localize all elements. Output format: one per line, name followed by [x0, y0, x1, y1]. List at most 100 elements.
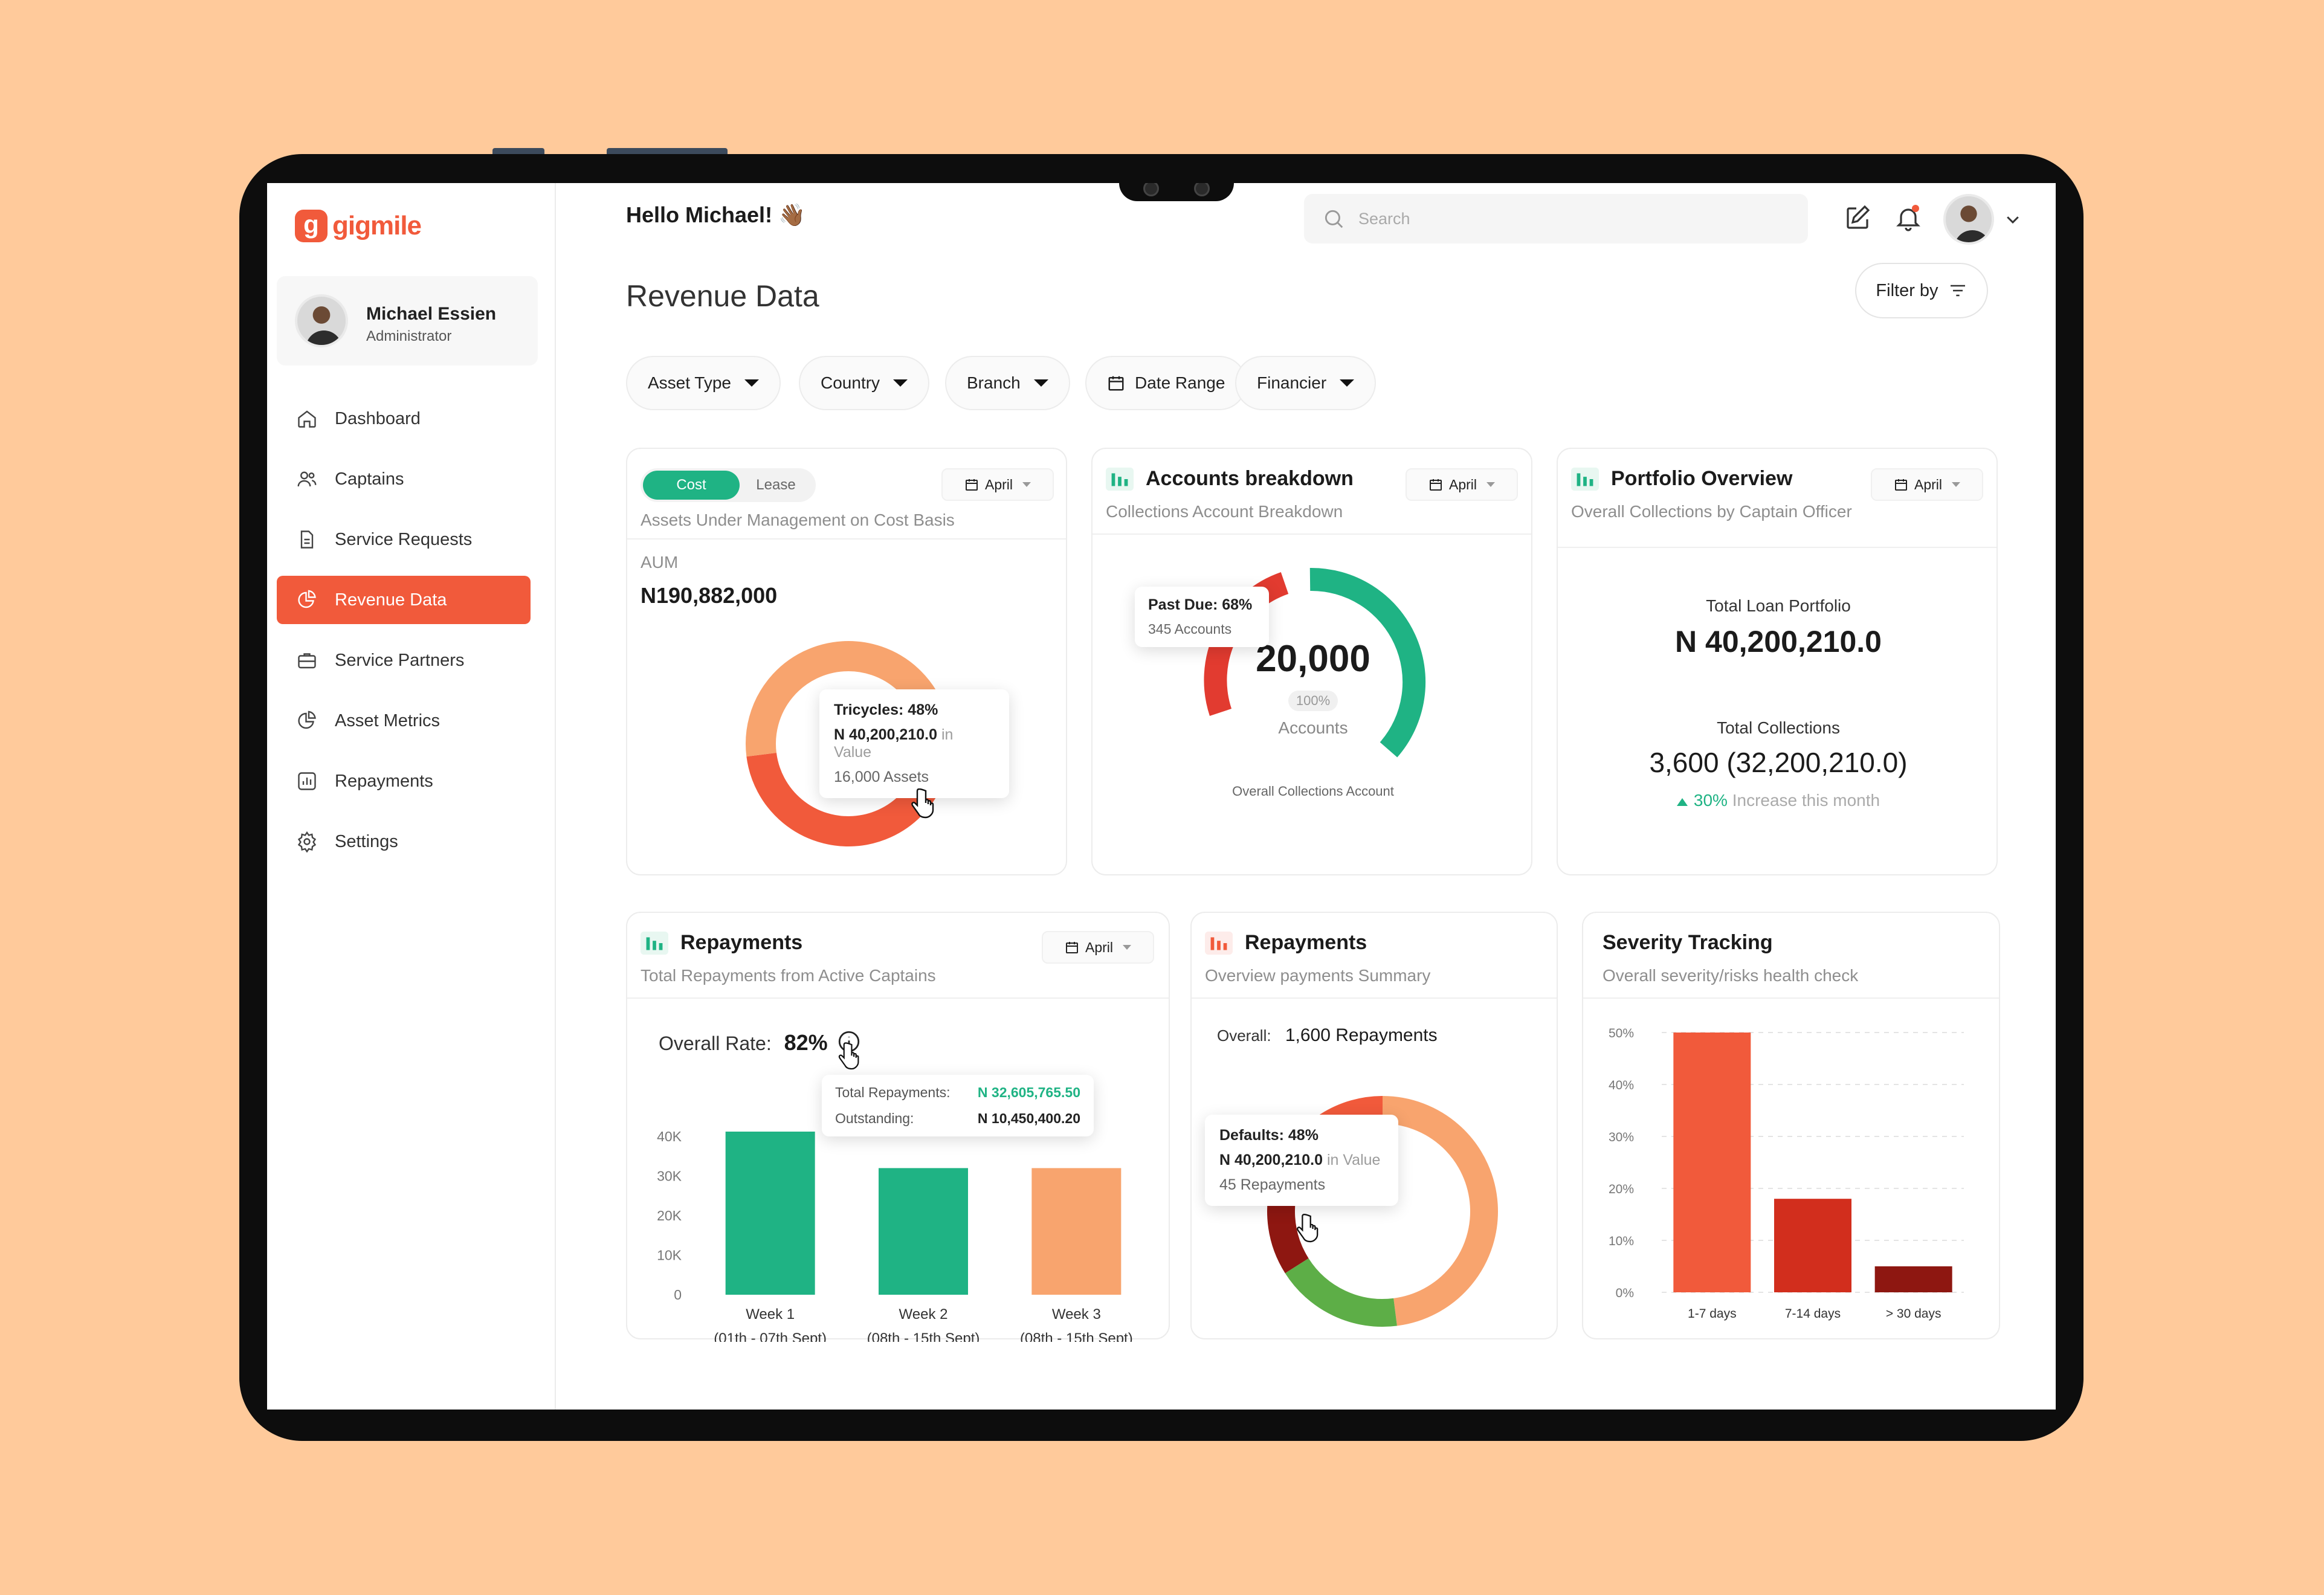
defaults-tooltip: Defaults: 48% N 40,200,210.0 in Value 45… — [1205, 1115, 1398, 1206]
repayments-ytick: 30K — [657, 1168, 682, 1184]
sidebar-item-dashboard[interactable]: Dashboard — [277, 395, 531, 443]
sidebar-item-asset-metrics[interactable]: Asset Metrics — [277, 697, 531, 745]
greeting: Hello Michael! 👋🏾 — [626, 202, 805, 227]
severity-bar[interactable] — [1774, 1199, 1851, 1292]
logo-text: gigmile — [332, 211, 422, 240]
filter-by-label: Filter by — [1876, 280, 1938, 300]
avatar — [1943, 194, 1994, 245]
tooltip-value: N 10,450,400.20 — [977, 1110, 1080, 1126]
card-subtitle: Overview payments Summary — [1205, 966, 1431, 985]
avatar — [295, 294, 348, 347]
sidebar-item-service-requests[interactable]: Service Requests — [277, 515, 531, 564]
filter-label: Branch — [967, 373, 1021, 392]
sidebar-item-repayments[interactable]: Repayments — [277, 757, 531, 805]
caret-down-icon — [1486, 482, 1495, 487]
repayments-ytick: 0 — [674, 1287, 682, 1303]
user-profile-card[interactable]: Michael Essien Administrator — [277, 276, 538, 366]
sidebar-item-settings[interactable]: Settings — [277, 817, 531, 866]
gauge-center-label: Accounts — [1278, 718, 1348, 737]
filter-branch[interactable]: Branch — [945, 356, 1070, 410]
filter-financier[interactable]: Financier — [1235, 356, 1377, 410]
card-title: Repayments — [680, 931, 803, 954]
sidebar-nav: Dashboard Captains Service Requests Reve… — [277, 395, 531, 878]
severity-ytick: 20% — [1609, 1182, 1634, 1196]
trend-up-icon — [1676, 798, 1688, 806]
severity-xlabel: 1-7 days — [1688, 1307, 1737, 1321]
notification-dot — [1912, 205, 1919, 212]
card-title: Repayments — [1245, 931, 1367, 954]
bell-icon — [1896, 208, 1920, 231]
briefcase-icon — [298, 653, 316, 669]
sidebar-item-label: Settings — [335, 831, 398, 851]
severity-bar[interactable] — [1874, 1266, 1952, 1292]
chevron-down-icon — [2007, 216, 2019, 224]
month-select[interactable]: April — [1406, 468, 1518, 501]
sidebar: g gigmile Michael Essien Administrator D… — [267, 183, 556, 1410]
repayments-xsublabel: (08th - 15th Sept) — [867, 1330, 980, 1342]
total-collections-value: 3,600 (32,200,210.0) — [1649, 747, 1908, 778]
severity-ytick: 30% — [1609, 1130, 1634, 1144]
card-subtitle: Overall severity/risks health check — [1603, 966, 1859, 985]
repayments-ytick: 10K — [657, 1248, 682, 1263]
user-menu[interactable] — [1943, 194, 2022, 245]
repay-slice-0[interactable] — [1382, 1096, 1498, 1326]
camera-notch — [1119, 183, 1234, 201]
notification-button[interactable] — [1894, 204, 1923, 233]
overall-repayments: Overall: 1,600 Repayments — [1217, 1025, 1438, 1046]
repayments-bar[interactable] — [1031, 1168, 1122, 1295]
severity-ytick: 10% — [1609, 1234, 1634, 1248]
month-label: April — [984, 476, 1013, 492]
pie-chart-icon — [298, 710, 316, 729]
caret-down-icon — [1123, 945, 1131, 950]
repayments-xsublabel: (01th - 07th Sept) — [714, 1330, 827, 1342]
severity-bar[interactable] — [1673, 1033, 1751, 1292]
month-select[interactable]: April — [1042, 931, 1154, 964]
card-subtitle: Assets Under Management on Cost Basis — [641, 511, 955, 529]
tooltip-title: Tricycles: 48% — [834, 701, 938, 718]
repay-slice-1[interactable] — [1285, 1258, 1397, 1327]
pie-chart-icon — [298, 590, 316, 608]
tooltip-value: N 40,200,210.0 — [1219, 1152, 1323, 1168]
cost-lease-toggle: Cost Lease — [641, 468, 816, 502]
bar-chart-icon — [1205, 931, 1233, 955]
sidebar-item-revenue-data[interactable]: Revenue Data — [277, 576, 531, 624]
month-select[interactable]: April — [1871, 468, 1983, 501]
severity-xlabel: 7-14 days — [1785, 1307, 1841, 1321]
sensor-icon — [1194, 183, 1210, 196]
repayments-bar[interactable] — [725, 1132, 815, 1295]
bar-chart-icon — [1571, 467, 1599, 491]
user-name: Michael Essien — [366, 304, 497, 324]
toggle-lease[interactable]: Lease — [756, 477, 796, 493]
tooltip-count: 45 Repayments — [1219, 1176, 1326, 1193]
sidebar-item-label: Captains — [335, 469, 404, 489]
repayments-overview-card: Repayments Overview payments Summary Ove… — [1190, 912, 1558, 1339]
sidebar-item-label: Asset Metrics — [335, 710, 441, 730]
sidebar-item-service-partners[interactable]: Service Partners — [277, 636, 531, 685]
filter-date-range[interactable]: Date Range — [1085, 356, 1247, 410]
calendar-icon — [1894, 479, 1907, 491]
gauge-center-pct: 100% — [1288, 691, 1338, 711]
filter-label: Date Range — [1135, 373, 1225, 392]
edit-icon[interactable] — [1843, 204, 1872, 233]
calendar-icon — [1065, 942, 1078, 953]
filter-asset-type[interactable]: Asset Type — [626, 356, 781, 410]
repayments-ytick: 20K — [657, 1208, 682, 1223]
divider — [1583, 997, 1999, 999]
loan-portfolio-value: N 40,200,210.0 — [1675, 625, 1882, 659]
toggle-cost[interactable]: Cost — [643, 471, 740, 500]
sidebar-item-captains[interactable]: Captains — [277, 455, 531, 503]
filter-by-button[interactable]: Filter by — [1855, 263, 1988, 318]
tooltip-label: Outstanding: — [835, 1110, 914, 1126]
search-input[interactable]: Search — [1304, 194, 1808, 243]
repayments-bar[interactable] — [879, 1168, 968, 1295]
card-title: Accounts breakdown — [1146, 467, 1354, 490]
trend-row: 30% Increase this month — [1558, 791, 1999, 810]
month-select[interactable]: April — [941, 468, 1054, 501]
overall-label: Overall: — [1217, 1026, 1271, 1045]
repayments-xsublabel: (08th - 15th Sept) — [1020, 1330, 1133, 1342]
bar-chart-icon — [298, 772, 316, 790]
brand-logo[interactable]: g gigmile — [295, 210, 422, 242]
filter-country[interactable]: Country — [799, 356, 930, 410]
gauge-collected-arc — [1309, 567, 1426, 758]
severity-xlabel: > 30 days — [1886, 1307, 1942, 1321]
